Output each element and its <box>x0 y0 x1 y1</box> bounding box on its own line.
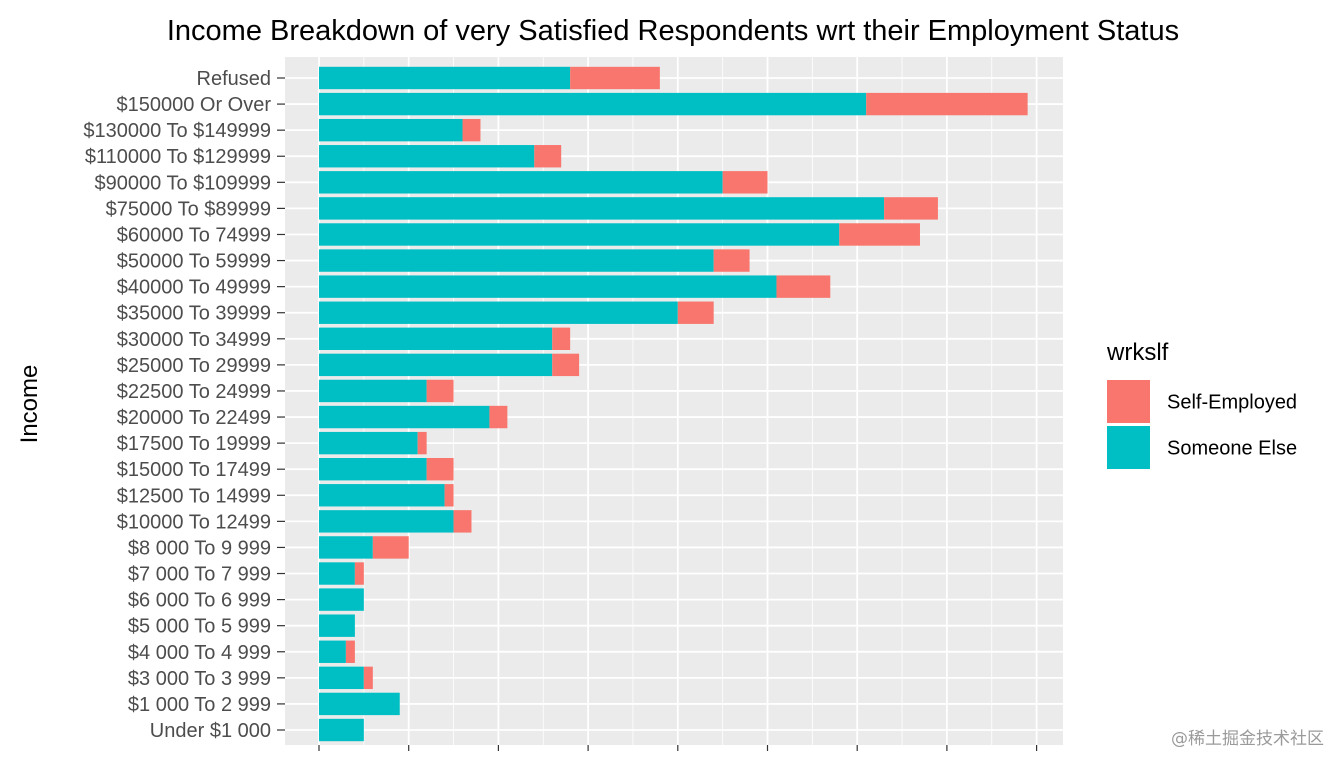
y-tick-label: $12500 To 14999 <box>117 485 271 507</box>
bar-self-employed <box>462 118 481 142</box>
chart-title: Income Breakdown of very Satisfied Respo… <box>167 15 1179 47</box>
bar-self-employed <box>534 145 562 168</box>
bar-someone-else <box>319 197 885 220</box>
y-tick-label: $75000 To $89999 <box>106 198 271 220</box>
bar-self-employed <box>489 405 508 429</box>
bar-someone-else <box>319 145 535 168</box>
y-tick-label: $130000 To $149999 <box>83 120 271 142</box>
bar-someone-else <box>319 223 840 246</box>
bar-someone-else <box>319 379 427 403</box>
bar-self-employed <box>426 379 454 403</box>
y-tick-label: $4 000 To 4 999 <box>128 642 271 664</box>
bar-self-employed <box>363 666 373 690</box>
bar-someone-else <box>319 431 418 455</box>
y-tick-label: $50000 To 59999 <box>117 251 271 273</box>
bar-someone-else <box>319 327 553 350</box>
bar-self-employed <box>354 562 364 585</box>
y-tick-label: Refused <box>197 68 272 90</box>
bars <box>319 66 1028 742</box>
y-tick-label: $60000 To 74999 <box>117 224 271 246</box>
bar-someone-else <box>319 588 364 611</box>
bar-self-employed <box>417 431 427 455</box>
y-axis-title: Income <box>16 365 43 444</box>
bar-self-employed <box>866 92 1028 116</box>
bar-self-employed <box>722 171 768 194</box>
y-tick-label: $1 000 To 2 999 <box>128 694 271 716</box>
bar-someone-else <box>319 510 454 533</box>
y-tick-label: $7 000 To 7 999 <box>128 564 271 586</box>
legend: wrkslf Self-Employed Someone Else <box>1106 339 1297 469</box>
bar-someone-else <box>319 536 373 559</box>
bar-self-employed <box>776 275 831 298</box>
bar-someone-else <box>319 562 355 585</box>
bar-someone-else <box>319 405 490 429</box>
y-tick-label: $30000 To 34999 <box>117 329 271 351</box>
bar-someone-else <box>319 66 571 90</box>
legend-label: Self-Employed <box>1167 392 1297 414</box>
y-tick-label: $90000 To $109999 <box>95 172 271 194</box>
y-tick-label: $150000 Or Over <box>116 94 271 116</box>
y-tick-label: $40000 To 49999 <box>117 277 271 299</box>
y-tick-label: $17500 To 19999 <box>117 433 271 455</box>
bar-someone-else <box>319 458 427 481</box>
bar-self-employed <box>713 249 750 272</box>
y-tick-label: $25000 To 29999 <box>117 355 271 377</box>
legend-items: Self-Employed Someone Else <box>1107 380 1297 469</box>
bar-someone-else <box>319 718 364 742</box>
bar-someone-else <box>319 614 355 637</box>
bar-someone-else <box>319 171 723 194</box>
bar-self-employed <box>453 510 472 533</box>
y-tick-label: Under $1 000 <box>150 720 271 742</box>
y-tick-label: $35000 To 39999 <box>117 303 271 325</box>
bar-self-employed <box>570 66 660 90</box>
bar-self-employed <box>426 458 454 481</box>
legend-label: Someone Else <box>1167 438 1297 460</box>
bar-self-employed <box>884 197 938 220</box>
bar-someone-else <box>319 692 400 716</box>
bar-self-employed <box>444 484 454 507</box>
bar-someone-else <box>319 353 553 377</box>
bar-self-employed <box>552 353 580 377</box>
legend-key-self-employed <box>1107 380 1150 423</box>
bar-someone-else <box>319 640 346 663</box>
y-tick-label: $3 000 To 3 999 <box>128 668 271 690</box>
bar-someone-else <box>319 275 777 298</box>
y-axis: Refused $150000 Or Over $130000 To $149999… <box>83 68 285 742</box>
legend-title: wrkslf <box>1106 339 1169 366</box>
y-tick-label: $22500 To 24999 <box>117 381 271 403</box>
bar-self-employed <box>372 536 409 559</box>
bar-self-employed <box>677 301 714 324</box>
bar-someone-else <box>319 666 364 690</box>
watermark-text: @稀土掘金技术社区 <box>1171 729 1324 749</box>
y-tick-label: $10000 To 12499 <box>117 511 271 533</box>
bar-self-employed <box>552 327 571 350</box>
bar-self-employed <box>345 640 355 663</box>
y-tick-label: $15000 To 17499 <box>117 459 271 481</box>
y-tick-label: $6 000 To 6 999 <box>128 590 271 612</box>
bar-self-employed <box>839 223 920 246</box>
legend-key-someone-else <box>1107 426 1150 469</box>
y-tick-label: $110000 To $129999 <box>85 146 271 168</box>
y-tick-label: $20000 To 22499 <box>117 407 271 429</box>
y-tick-label: $5 000 To 5 999 <box>128 616 271 638</box>
bar-someone-else <box>319 92 867 116</box>
y-tick-label: $8 000 To 9 999 <box>128 537 271 559</box>
x-axis <box>318 745 1038 751</box>
bar-someone-else <box>319 249 714 272</box>
bar-someone-else <box>319 484 445 507</box>
bar-someone-else <box>319 301 678 324</box>
bar-someone-else <box>319 118 463 142</box>
